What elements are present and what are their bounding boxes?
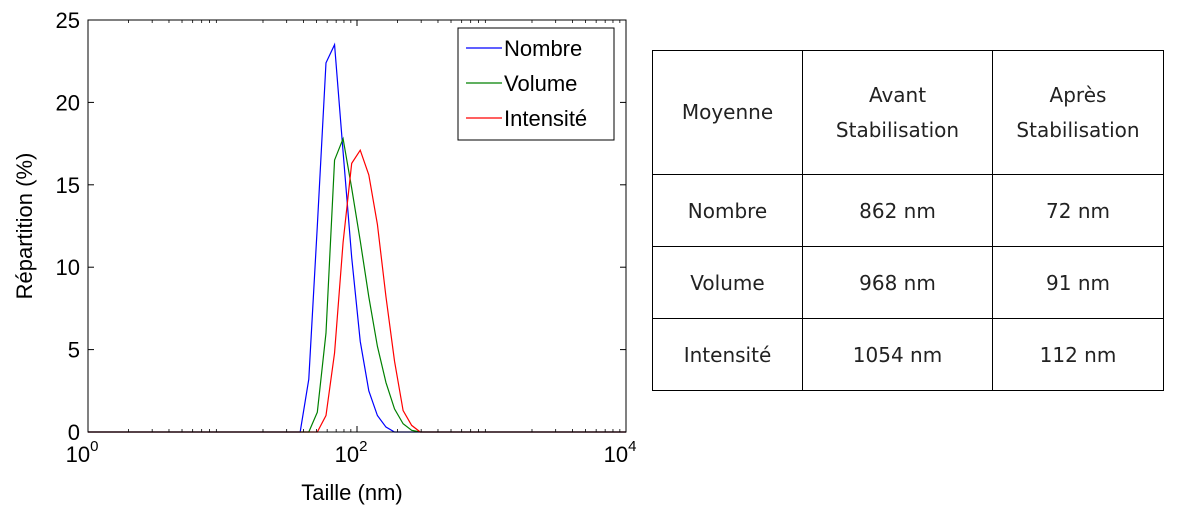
y-tick-label: 25 — [56, 8, 80, 33]
x-tick-base: 10 — [335, 442, 359, 467]
legend-label: Intensité — [504, 106, 587, 131]
table-header-row: Moyenne Avant Stabilisation Après Stabil… — [652, 50, 1164, 175]
header-cell-apres: Après Stabilisation — [992, 50, 1164, 175]
x-tick-exponent: 4 — [628, 438, 636, 455]
legend-label: Nombre — [504, 36, 582, 61]
x-tick-label: 102 — [335, 438, 368, 467]
averages-table-container: Moyenne Avant Stabilisation Après Stabil… — [652, 50, 1164, 391]
x-tick-label: 100 — [66, 438, 99, 467]
value-cell: 91 nm — [992, 246, 1164, 319]
y-tick-label: 20 — [56, 90, 80, 115]
header-text: Avant — [868, 82, 927, 107]
header-text: Après — [1049, 82, 1107, 107]
y-tick-label: 15 — [56, 173, 80, 198]
row-label-cell: Nombre — [652, 174, 803, 247]
value-cell: 1054 nm — [802, 318, 993, 391]
series-line-1 — [88, 42, 626, 433]
series-line-3 — [88, 148, 626, 433]
x-tick-label: 104 — [604, 438, 637, 467]
y-axis-label: Répartition (%) — [12, 153, 37, 300]
x-tick-exponent: 0 — [90, 438, 98, 455]
series-line-2 — [88, 136, 626, 433]
value-cell: 862 nm — [802, 174, 993, 247]
header-text: Stabilisation — [1016, 117, 1140, 142]
x-axis-label: Taille (nm) — [301, 480, 402, 505]
header-cell-moyenne: Moyenne — [652, 50, 803, 175]
legend-label: Volume — [504, 71, 577, 96]
table-row: Nombre 862 nm 72 nm — [652, 174, 1164, 247]
x-tick-base: 10 — [66, 442, 90, 467]
row-label-cell: Volume — [652, 246, 803, 319]
header-cell-avant: Avant Stabilisation — [802, 50, 993, 175]
value-cell: 72 nm — [992, 174, 1164, 247]
y-tick-label: 10 — [56, 255, 80, 280]
x-tick-base: 10 — [604, 442, 628, 467]
averages-table: Moyenne Avant Stabilisation Après Stabil… — [652, 50, 1164, 391]
row-label-cell: Intensité — [652, 318, 803, 391]
header-text: Stabilisation — [835, 117, 960, 142]
value-cell: 968 nm — [802, 246, 993, 319]
value-cell: 112 nm — [992, 318, 1164, 391]
header-text: Moyenne — [681, 100, 774, 124]
y-tick-label: 5 — [68, 338, 80, 363]
x-tick-exponent: 2 — [359, 438, 367, 455]
table-row: Volume 968 nm 91 nm — [652, 246, 1164, 319]
y-tick-label: 0 — [68, 420, 80, 445]
table-row: Intensité 1054 nm 112 nm — [652, 318, 1164, 391]
legend-box — [457, 27, 615, 141]
